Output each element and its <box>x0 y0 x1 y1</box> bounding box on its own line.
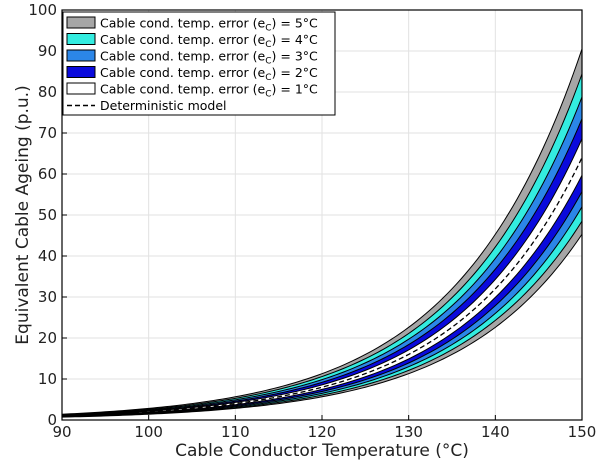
y-tick-label: 20 <box>38 329 57 347</box>
x-tick-label: 140 <box>481 423 510 441</box>
x-tick-label: 100 <box>134 423 163 441</box>
legend-box <box>62 11 336 116</box>
legend-swatch-3c <box>66 49 96 62</box>
x-axis-title: Cable Conductor Temperature (°C) <box>175 441 469 460</box>
legend-swatch-5c <box>66 16 96 29</box>
y-axis-ticks: 0 10 20 30 40 50 60 70 80 90 100 <box>28 1 67 429</box>
y-tick-label: 40 <box>38 247 57 265</box>
legend-swatch-2c <box>66 66 96 78</box>
x-tick-label: 130 <box>394 423 423 441</box>
y-tick-label: 10 <box>38 370 57 388</box>
y-tick-label: 90 <box>38 42 57 60</box>
y-tick-label: 60 <box>38 165 57 183</box>
x-tick-label: 90 <box>52 423 71 441</box>
legend-swatch-4c <box>66 33 96 45</box>
deterministic-model-line <box>61 157 583 417</box>
x-axis-ticks: 90 100 110 120 130 140 150 <box>52 415 596 441</box>
legend-label-4c: Cable cond. temp. error (eC) = 4°C <box>100 32 318 50</box>
deterministic-curve <box>61 157 583 417</box>
y-tick-label: 70 <box>38 124 57 142</box>
legend-label-deterministic: Deterministic model <box>100 98 227 113</box>
legend: Cable cond. temp. error (eC) = 5°CCable … <box>62 11 336 116</box>
y-axis-title: Equivalent Cable Ageing (p.u.) <box>13 85 33 344</box>
legend-label-2c: Cable cond. temp. error (eC) = 2°C <box>100 65 318 83</box>
y-tick-label: 0 <box>47 411 57 429</box>
x-tick-label: 110 <box>221 423 250 441</box>
legend-swatch-1c <box>66 82 96 95</box>
legend-label-5c: Cable cond. temp. error (eC) = 5°C <box>100 16 318 34</box>
y-tick-label: 100 <box>28 1 57 19</box>
y-tick-label: 80 <box>38 83 57 101</box>
x-tick-label: 150 <box>568 423 597 441</box>
x-tick-label: 120 <box>308 423 337 441</box>
y-tick-label: 30 <box>38 288 57 306</box>
y-tick-label: 50 <box>38 206 57 224</box>
legend-label-1c: Cable cond. temp. error (eC) = 1°C <box>100 82 318 100</box>
legend-label-3c: Cable cond. temp. error (eC) = 3°C <box>100 49 318 67</box>
